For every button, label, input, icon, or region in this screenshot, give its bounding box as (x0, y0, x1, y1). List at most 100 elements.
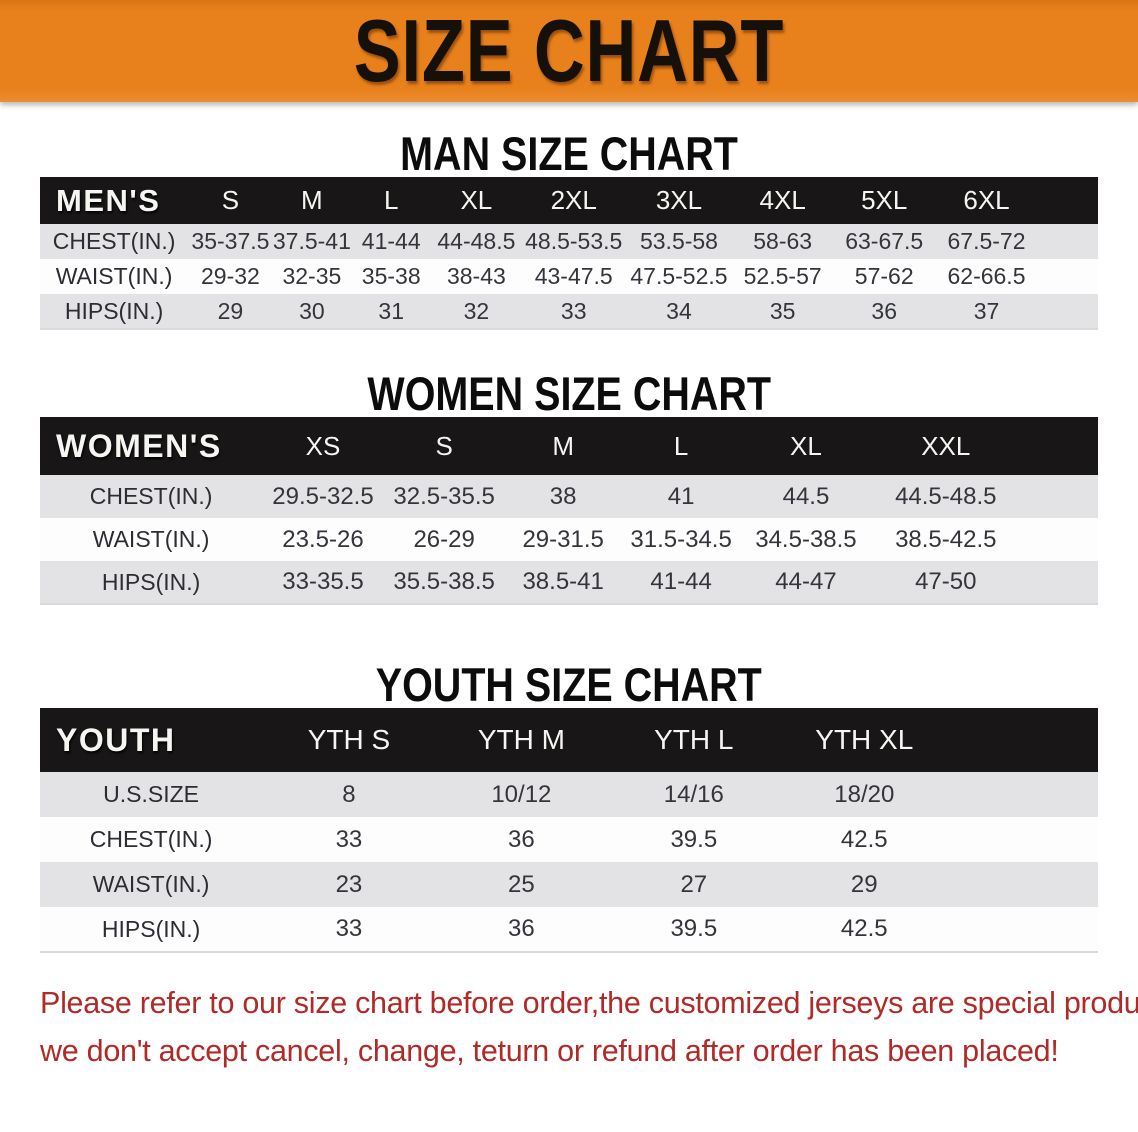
size-column-header: 4XL (759, 185, 806, 215)
measurement-cell: 34 (666, 297, 692, 324)
measurement-cell: 52.5-57 (743, 263, 822, 289)
size-column-header: XS (305, 430, 341, 461)
measurement-cell: 32.5-35.5 (393, 482, 495, 510)
youth-size-chart-heading: YOUTH SIZE CHART (375, 658, 763, 711)
measurement-cell: 63-67.5 (845, 228, 924, 254)
measurement-cell: 37 (973, 297, 1000, 324)
measurement-cell: 35-37.5 (191, 228, 270, 254)
measurement-cell: 47-50 (915, 568, 977, 595)
size-column-header: YTH XL (815, 724, 914, 755)
measurement-cell: 27 (680, 870, 708, 898)
measurement-cell: 26-29 (413, 525, 475, 553)
measurement-cell: 14/16 (663, 780, 724, 808)
size-column-header: M (301, 185, 323, 215)
row-label-cell: HIPS(IN.) (101, 915, 201, 942)
measurement-cell: 30 (299, 297, 325, 324)
size-column-header: 5XL (861, 185, 908, 215)
measurement-cell: 36 (508, 825, 535, 853)
measurement-cell: 62-66.5 (947, 263, 1026, 289)
measurement-row: HIPS(IN.) 33-35.5 35.5-38.5 38.5-41 41-44 44-… (40, 561, 1098, 604)
measurement-row: HIPS(IN.) 33 36 39.5 42.5 (40, 907, 1098, 952)
measurement-cell: 10/12 (491, 780, 552, 808)
measurement-cell: 41 (667, 482, 695, 510)
women-size-table: WOMEN'S XS S M L XL XXL CHEST(IN.) 29.5-32.5 32.5… (40, 417, 1098, 605)
measurement-cell: 41-44 (650, 568, 712, 595)
measurement-cell: 23 (335, 870, 363, 898)
measurement-cell: 32 (463, 297, 490, 324)
measurement-cell: 18/20 (834, 780, 895, 808)
measurement-cell: 31.5-34.5 (630, 525, 732, 553)
measurement-cell: 29-31.5 (522, 525, 604, 553)
measurement-cell: 38 (549, 482, 577, 510)
row-label-cell: HIPS(IN.) (101, 568, 201, 595)
men-size-table: MEN'S S M L XL 2XL 3XL 4XL 5XL 6XL CHEST(IN.) 35-37… (40, 177, 1098, 330)
row-label-cell: CHEST(IN.) (89, 483, 213, 509)
measurement-row: U.S.SIZE 8 10/12 14/16 18/20 (40, 772, 1098, 817)
measurement-cell: 35 (769, 297, 796, 324)
measurement-cell: 38-43 (446, 263, 506, 289)
measurement-cell: 57-62 (854, 263, 914, 289)
measurement-cell: 33 (335, 825, 363, 853)
row-label-cell: HIPS(IN.) (64, 297, 164, 324)
measurement-cell: 42.5 (840, 825, 888, 853)
disclaimer-line-1: Please refer to our size chart before or… (40, 985, 1138, 1020)
size-column-header: M (552, 430, 574, 461)
measurement-cell: 43-47.5 (534, 263, 613, 289)
row-label-cell: WAIST(IN.) (92, 526, 210, 552)
measurement-cell: 36 (508, 915, 535, 942)
measurement-cell: 38.5-42.5 (895, 525, 997, 553)
measurement-row: CHEST(IN.) 29.5-32.5 32.5-35.5 38 41 44.5 44.5… (40, 475, 1098, 518)
measurement-row: WAIST(IN.) 23 25 27 29 (40, 862, 1098, 907)
measurement-cell: 23.5-26 (282, 525, 364, 553)
measurement-cell: 39.5 (670, 915, 718, 942)
measurement-cell: 29-32 (201, 263, 260, 289)
measurement-row: WAIST(IN.) 23.5-26 26-29 29-31.5 31.5-34.5 34… (40, 518, 1098, 561)
row-label-cell: WAIST(IN.) (92, 871, 210, 897)
youth-size-table: YOUTH YTH S YTH M YTH L YTH XL U.S.SIZE 8 10/12… (40, 708, 1098, 953)
size-column-header: YTH S (307, 724, 391, 755)
row-label-cell: U.S.SIZE (103, 781, 200, 807)
measurement-cell: 32-35 (282, 263, 342, 289)
measurement-cell: 39.5 (670, 825, 718, 853)
size-column-header: 3XL (655, 185, 703, 215)
measurement-cell: 33 (335, 915, 363, 942)
measurement-cell: 36 (871, 297, 898, 324)
measurement-cell: 33 (560, 297, 587, 324)
measurement-row: CHEST(IN.) 33 36 39.5 42.5 (40, 817, 1098, 862)
measurement-cell: 25 (508, 870, 535, 898)
measurement-cell: 53.5-58 (639, 228, 718, 254)
women-size-chart-heading: WOMEN SIZE CHART (367, 367, 771, 420)
measurement-row: CHEST(IN.) 35-37.5 37.5-41 41-44 44-48.5 48.5… (40, 224, 1098, 259)
row-label-cell: CHEST(IN.) (52, 228, 176, 254)
size-column-header: S (221, 185, 240, 215)
size-column-header: YTH L (654, 724, 734, 755)
measurement-cell: 37.5-41 (272, 228, 351, 254)
measurement-cell: 31 (378, 297, 405, 324)
measurement-cell: 34.5-38.5 (755, 525, 857, 553)
measurement-cell: 44.5-48.5 (895, 482, 997, 510)
row-label-cell: CHEST(IN.) (89, 826, 213, 852)
measurement-cell: 29 (217, 297, 244, 324)
measurement-cell: 29.5-32.5 (272, 482, 374, 510)
size-column-header: L (673, 430, 689, 461)
size-column-header: L (383, 185, 399, 215)
size-chart-banner: SIZE CHART (0, 0, 1138, 102)
size-column-header: 2XL (550, 185, 597, 215)
banner-title: SIZE CHART (353, 1, 785, 100)
table-header-row: MEN'S S M L XL 2XL 3XL 4XL 5XL 6XL (40, 177, 1098, 224)
measurement-cell: 58-63 (753, 228, 813, 254)
table-header-row: WOMEN'S XS S M L XL XXL (40, 417, 1098, 475)
row-label-cell: WAIST(IN.) (55, 263, 173, 289)
table-header-row: YOUTH YTH S YTH M YTH L YTH XL (40, 708, 1098, 772)
measurement-cell: 44.5 (782, 482, 830, 510)
measurement-cell: 44-47 (775, 568, 837, 595)
table-title-cell: YOUTH (56, 721, 176, 758)
man-size-chart-heading: MAN SIZE CHART (400, 127, 738, 180)
size-column-header: 6XL (963, 185, 1010, 215)
measurement-cell: 29 (850, 870, 878, 898)
measurement-cell: 48.5-53.5 (525, 228, 623, 254)
measurement-cell: 35-38 (361, 263, 421, 289)
measurement-cell: 33-35.5 (282, 568, 364, 595)
table-title-cell: WOMEN'S (56, 427, 222, 464)
measurement-cell: 38.5-41 (522, 568, 604, 595)
